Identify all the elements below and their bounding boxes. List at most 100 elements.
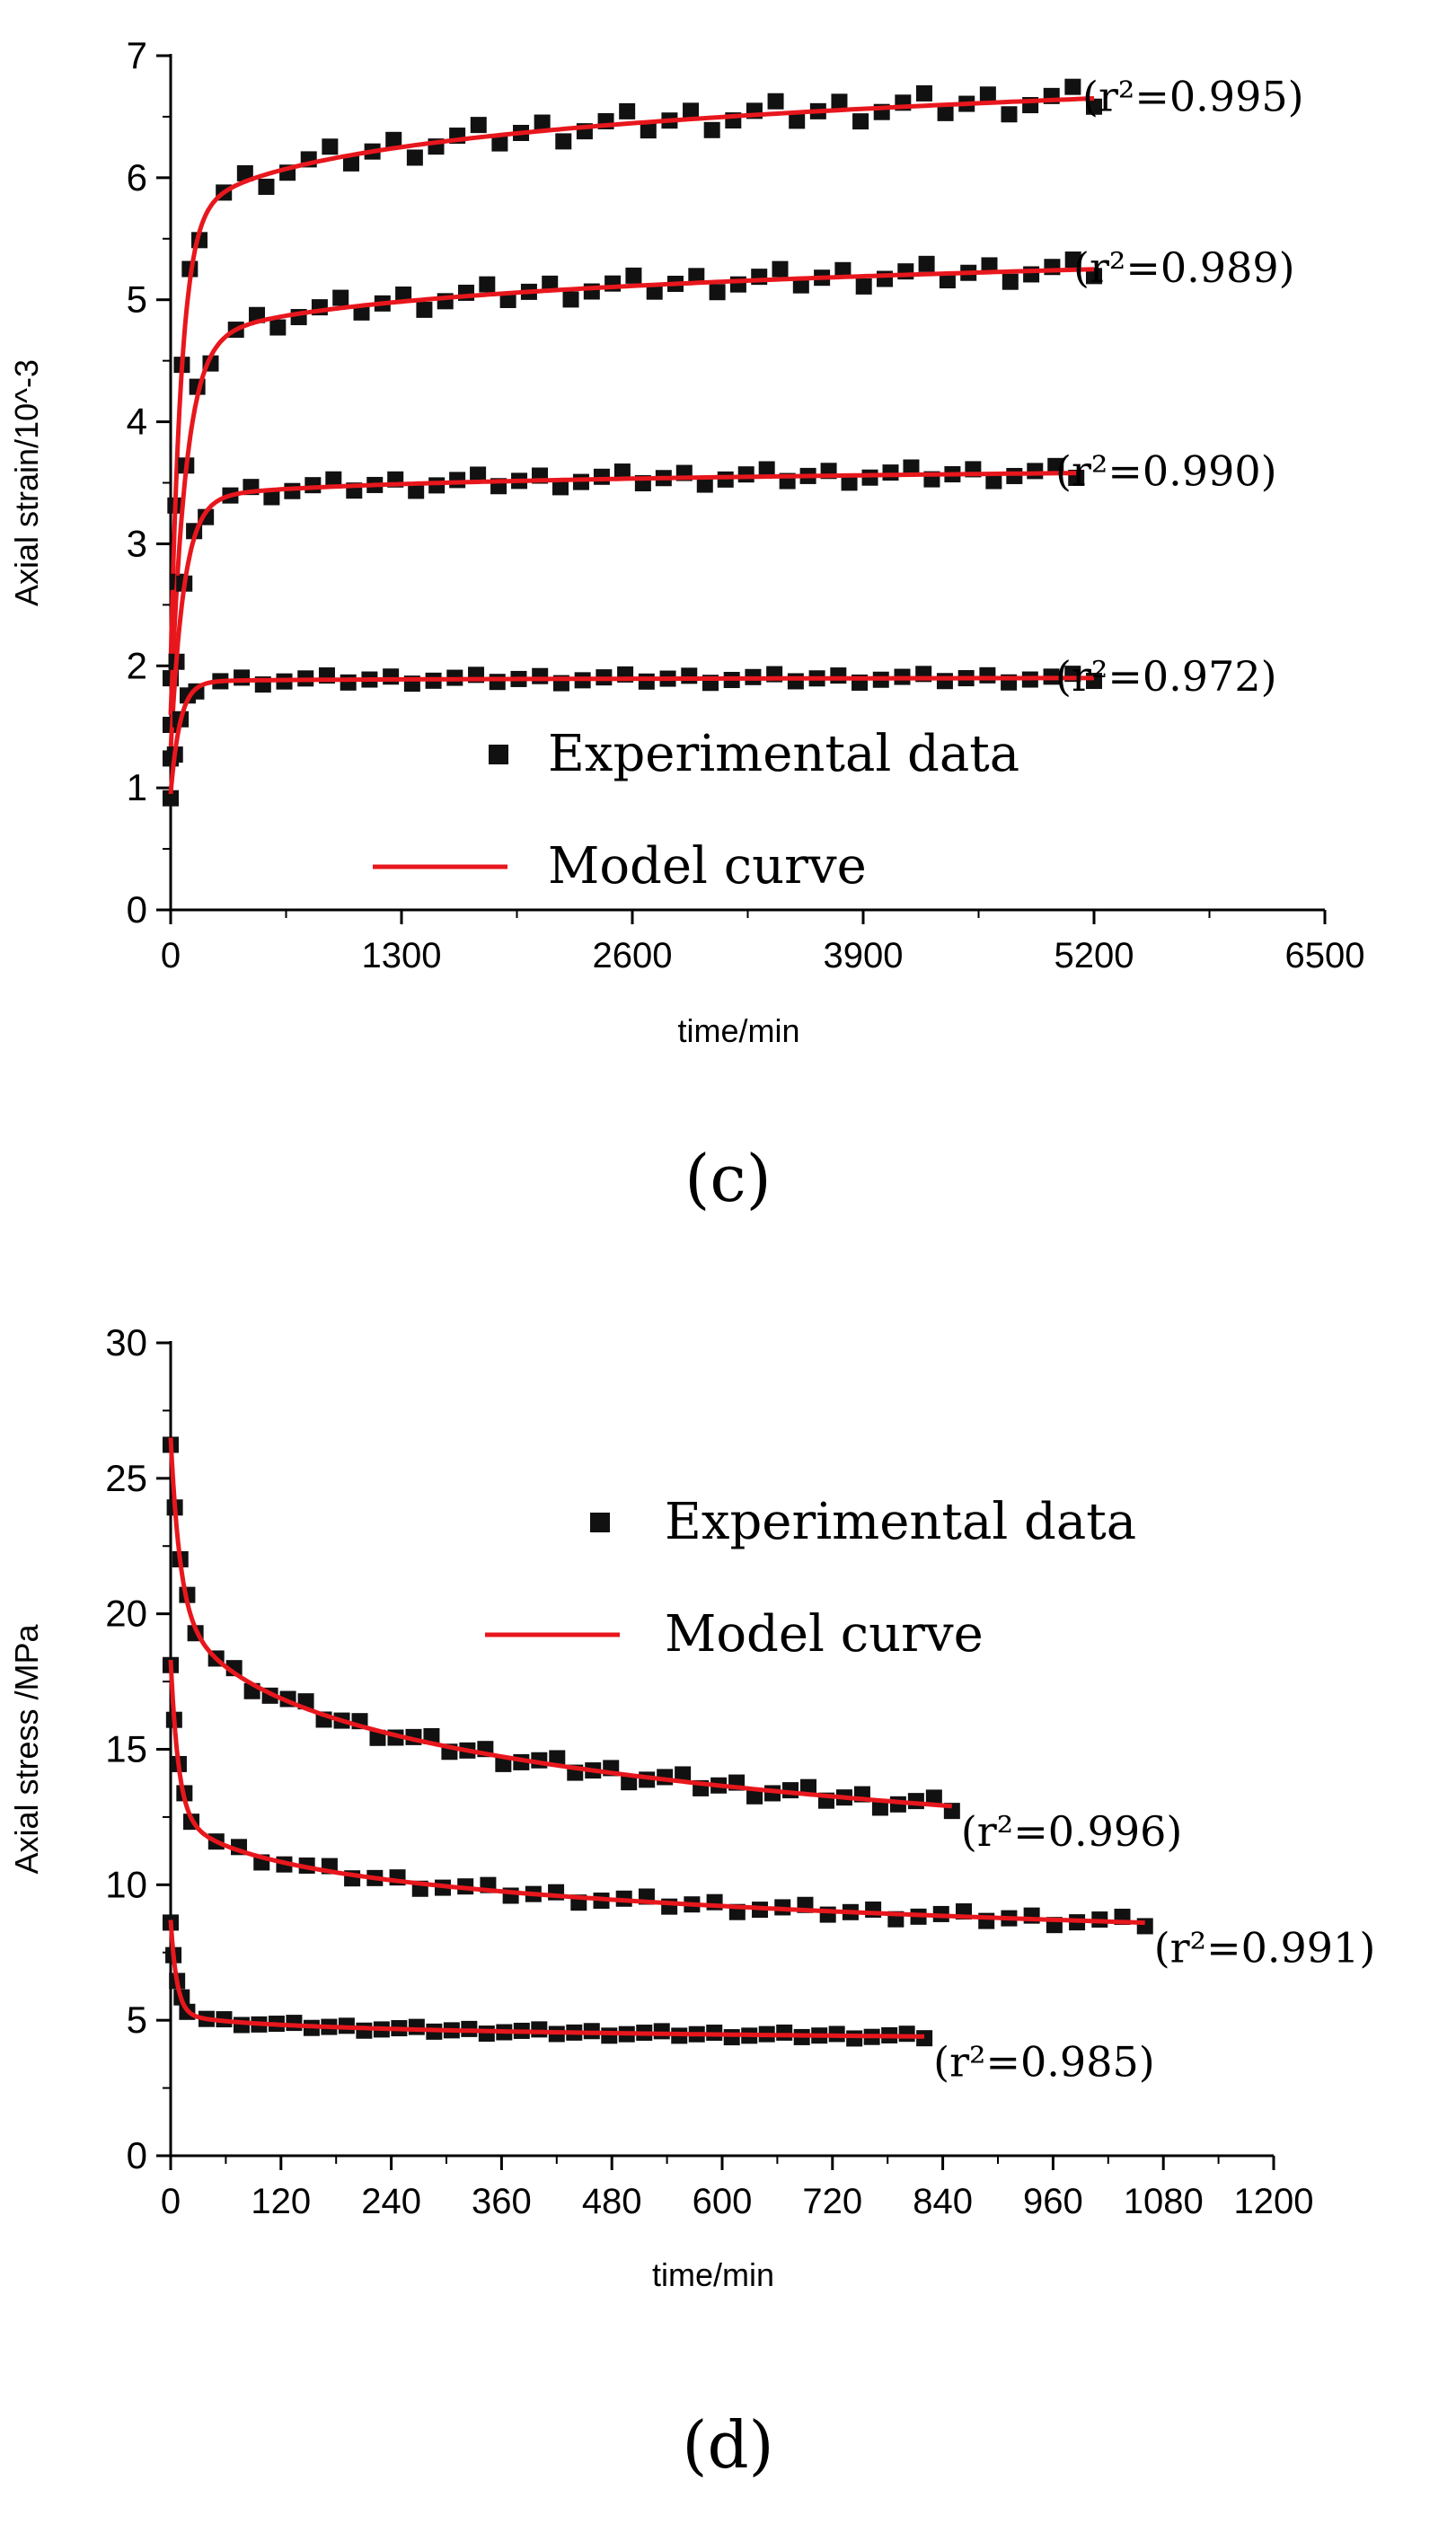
legend-marker-icon	[590, 1513, 610, 1532]
x-axis-title: time/min	[677, 1012, 799, 1049]
data-point	[322, 138, 339, 155]
y-tick-label: 25	[105, 1457, 147, 1499]
data-point	[746, 1787, 763, 1805]
y-tick-label: 0	[127, 888, 147, 931]
data-point	[772, 260, 789, 278]
data-point	[531, 2021, 548, 2038]
data-point	[619, 102, 636, 119]
data-point	[1006, 467, 1023, 484]
data-point	[834, 261, 852, 278]
data-point	[767, 93, 784, 110]
data-point	[776, 2024, 793, 2041]
data-point	[789, 112, 806, 129]
data-point	[852, 113, 869, 130]
r2-annotation-4: (r²=0.972)	[1055, 652, 1277, 701]
data-point	[936, 673, 953, 690]
data-point	[1086, 98, 1102, 115]
data-point	[621, 1774, 638, 1791]
y-tick-label: 1	[127, 766, 147, 808]
y-tick-label: 5	[127, 278, 147, 321]
data-point	[532, 667, 549, 684]
legend-experimental-label: Experimental data	[548, 725, 1019, 783]
y-tick-label: 5	[127, 1999, 147, 2041]
data-point	[552, 479, 569, 496]
data-point	[688, 268, 705, 285]
data-point	[332, 289, 349, 306]
x-tick-label: 840	[913, 2182, 973, 2221]
y-tick-label: 20	[105, 1593, 147, 1635]
model-curve-2	[168, 267, 1095, 715]
x-tick-label: 6500	[1285, 936, 1365, 975]
data-point	[572, 473, 589, 490]
data-point	[428, 477, 446, 494]
data-point	[737, 466, 754, 483]
data-point	[638, 673, 655, 690]
y-axis-title: Axial strain/10^-3	[8, 359, 45, 606]
legend-experimental-label: Experimental data	[665, 1493, 1136, 1551]
data-point	[489, 674, 506, 691]
data-point	[534, 114, 551, 131]
model-curve-4	[168, 675, 1094, 795]
y-tick-label: 3	[127, 522, 147, 564]
x-tick-label: 0	[161, 936, 181, 975]
data-point	[709, 284, 726, 301]
data-point	[593, 468, 610, 485]
data-point	[723, 2029, 740, 2046]
data-point	[286, 2015, 303, 2032]
y-tick-label: 10	[105, 1863, 147, 1905]
y-tick-label: 15	[105, 1728, 147, 1770]
data-point	[1047, 457, 1064, 474]
x-tick-label: 720	[802, 2182, 862, 2221]
legend-marker-icon	[489, 745, 508, 764]
data-point	[653, 2023, 670, 2040]
data-point	[916, 2030, 933, 2047]
data-point	[1086, 268, 1102, 285]
data-point	[385, 131, 402, 148]
series-3-markers	[163, 457, 1085, 767]
y-tick-label: 4	[127, 401, 147, 443]
data-point	[1064, 78, 1081, 95]
model-curve-2	[168, 1660, 1145, 1926]
data-point	[925, 1789, 942, 1806]
x-tick-label: 600	[693, 2182, 753, 2221]
data-point	[478, 2025, 495, 2043]
panel-label-c: (c)	[684, 1141, 772, 1216]
data-point	[898, 2025, 915, 2043]
data-point	[395, 286, 412, 303]
x-tick-label: 1200	[1234, 2182, 1314, 2221]
model-curve-3	[168, 471, 1077, 752]
data-point	[342, 154, 359, 172]
data-point	[163, 790, 179, 807]
data-point	[383, 668, 400, 685]
data-point	[841, 474, 858, 491]
data-point	[340, 674, 357, 691]
model-curve-3	[168, 1919, 925, 2039]
x-tick-label: 2600	[593, 936, 673, 975]
data-point	[1002, 273, 1019, 290]
y-tick-label: 30	[105, 1321, 147, 1363]
data-point	[236, 164, 253, 181]
r2-annotation-2: (r²=0.991)	[1154, 1924, 1376, 1972]
data-point	[681, 667, 698, 684]
data-point	[979, 86, 996, 103]
data-point	[915, 84, 932, 101]
data-point	[799, 1778, 816, 1796]
strain-chart: 0 1300 2600 3900 5200 6500 0 1 2 3 4 5 6 7 time/min Axi…	[8, 34, 1365, 1049]
data-point	[717, 471, 734, 488]
data-point	[675, 1766, 692, 1783]
x-tick-label: 1080	[1124, 2182, 1204, 2221]
data-point	[703, 121, 720, 138]
y-tick-label: 0	[127, 2134, 147, 2176]
data-point	[562, 291, 579, 308]
x-tick-label: 360	[472, 2182, 532, 2221]
data-point	[470, 466, 487, 483]
data-point	[640, 122, 657, 139]
data-point	[758, 461, 775, 478]
y-axis-title: Axial stress /MPa	[8, 1623, 45, 1874]
x-tick-label: 120	[251, 2182, 311, 2221]
data-point	[625, 267, 642, 284]
x-tick-label: 3900	[824, 936, 904, 975]
data-point	[696, 476, 713, 493]
data-point	[406, 149, 423, 166]
r2-annotation-1: (r²=0.995)	[1082, 73, 1304, 121]
